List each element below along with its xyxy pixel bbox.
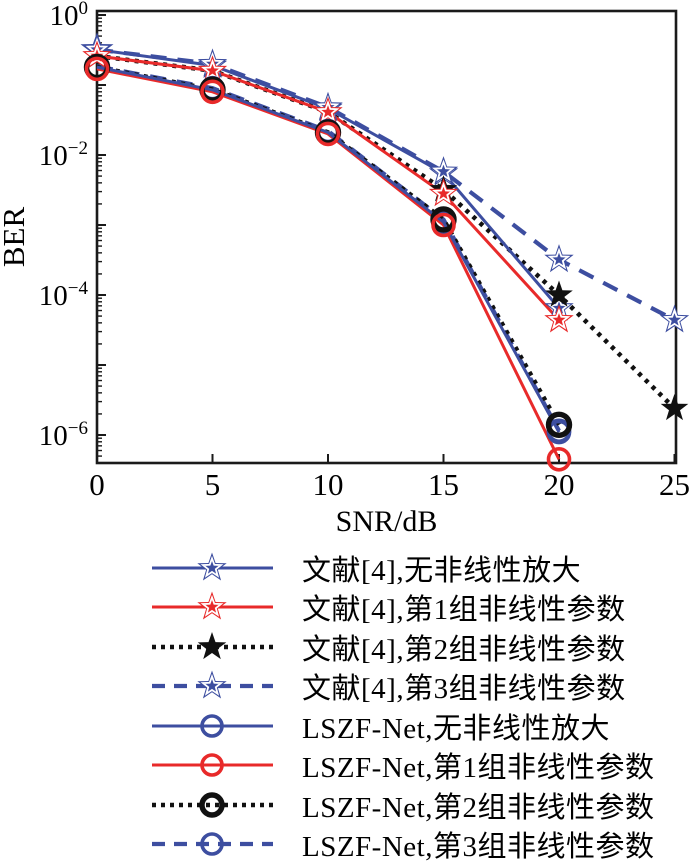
pentagram-marker bbox=[197, 552, 227, 581]
pentagram-inner-detail bbox=[201, 58, 224, 81]
pentagram-marker bbox=[544, 244, 574, 273]
legend-item-lszf-set3: LSZF-Net,第3组非线性参数 bbox=[0, 825, 700, 863]
pentagram-marker bbox=[544, 304, 574, 333]
legend-label: LSZF-Net,无非线性放大 bbox=[302, 712, 610, 745]
series-line-ref4-no-nl bbox=[96, 48, 561, 310]
legend-label: 文献[4],无非线性放大 bbox=[302, 554, 582, 587]
chart-legend: 文献[4],无非线性放大文献[4],第1组非线性参数 文献[4],第2组非线性参数… bbox=[0, 548, 700, 863]
x-axis-label: SNR/dB bbox=[336, 505, 438, 538]
pentagram-marker bbox=[660, 393, 689, 421]
pentagram-inner-detail bbox=[200, 555, 224, 578]
series-line-ref4-set3 bbox=[96, 47, 676, 322]
y-tick-label: 10−4 bbox=[39, 278, 89, 312]
circle-marker bbox=[431, 212, 456, 238]
x-tick-label: 15 bbox=[428, 467, 459, 502]
circle-marker-bold bbox=[199, 792, 225, 818]
legend-item-ref4-set3: 文献[4],第3组非线性参数 bbox=[0, 667, 700, 707]
pentagram-marker bbox=[197, 591, 227, 620]
legend-item-lszf-set2: LSZF-Net,第2组非线性参数 bbox=[0, 785, 700, 825]
series-line-ref4-set2 bbox=[96, 53, 677, 411]
legend-label: LSZF-Net,第1组非线性参数 bbox=[302, 752, 655, 785]
legend-item-ref4-set2: 文献[4],第2组非线性参数 bbox=[0, 627, 700, 667]
pentagram-inner-detail bbox=[200, 595, 224, 618]
pentagram-marker bbox=[659, 304, 690, 333]
circle-marker bbox=[315, 121, 341, 147]
circle-marker bbox=[200, 713, 224, 738]
legend-sample-solid bbox=[152, 552, 273, 581]
pentagram-marker bbox=[197, 670, 227, 699]
legend-label: LSZF-Net,第2组非线性参数 bbox=[302, 791, 655, 824]
pentagram-marker bbox=[197, 55, 228, 84]
x-tick-label: 20 bbox=[544, 467, 575, 502]
series-line-lszf-no-nl bbox=[96, 65, 561, 433]
circle-marker bbox=[546, 446, 572, 472]
circle-marker bbox=[200, 753, 224, 778]
legend-sample-dotted bbox=[152, 631, 273, 659]
x-tick-label: 10 bbox=[313, 467, 344, 502]
legend-item-ref4-set1: 文献[4],第1组非线性参数 bbox=[0, 588, 700, 628]
x-tick-label: 5 bbox=[205, 467, 221, 502]
legend-item-lszf-set1: LSZF-Net,第1组非线性参数 bbox=[0, 746, 700, 786]
legend-sample-dashed bbox=[152, 832, 273, 857]
legend-sample-dashed bbox=[152, 670, 273, 699]
series-line-lszf-set1 bbox=[96, 67, 561, 460]
circle-marker bbox=[84, 56, 110, 82]
pentagram-marker bbox=[197, 631, 227, 659]
pentagram-inner-detail bbox=[316, 99, 340, 122]
pentagram-inner-detail bbox=[663, 307, 686, 330]
pentagram-marker bbox=[428, 156, 459, 185]
legend-item-ref4-no-nl: 文献[4],无非线性放大 bbox=[0, 548, 700, 588]
pentagram-inner-detail bbox=[547, 247, 571, 270]
legend-label: 文献[4],第1组非线性参数 bbox=[302, 594, 626, 627]
pentagram-inner-detail bbox=[432, 181, 455, 204]
legend-label: 文献[4],第3组非线性参数 bbox=[302, 673, 626, 706]
y-tick-label: 10−2 bbox=[39, 138, 88, 172]
x-tick-label: 0 bbox=[89, 467, 105, 502]
legend-sample-dotted bbox=[152, 792, 273, 818]
legend-item-lszf-no-nl: LSZF-Net,无非线性放大 bbox=[0, 706, 700, 746]
pentagram-inner-detail bbox=[200, 674, 224, 697]
circle-marker bbox=[200, 79, 225, 105]
pentagram-marker bbox=[428, 178, 459, 207]
plot-area: 100 10−2 10−4 10−60 5 10 15 20 25 SNR/dB BER bbox=[0, 0, 690, 538]
legend-sample-solid bbox=[152, 713, 273, 738]
y-tick-label: 10−6 bbox=[39, 418, 88, 452]
pentagram-inner-detail bbox=[547, 307, 571, 330]
legend-sample-solid bbox=[152, 753, 273, 778]
pentagram-marker bbox=[313, 96, 343, 125]
legend-label: LSZF-Net,第3组非线性参数 bbox=[302, 831, 655, 863]
plot-frame bbox=[95, 9, 678, 465]
legend-sample-solid bbox=[152, 591, 273, 620]
circle-marker-bold bbox=[545, 411, 573, 438]
y-axis-label: BER bbox=[0, 207, 31, 268]
x-tick-label: 25 bbox=[659, 467, 690, 502]
circle-marker bbox=[200, 832, 224, 857]
pentagram-marker bbox=[545, 280, 573, 307]
legend-label: 文献[4],第2组非线性参数 bbox=[302, 633, 626, 666]
y-tick-label: 100 bbox=[50, 0, 89, 32]
